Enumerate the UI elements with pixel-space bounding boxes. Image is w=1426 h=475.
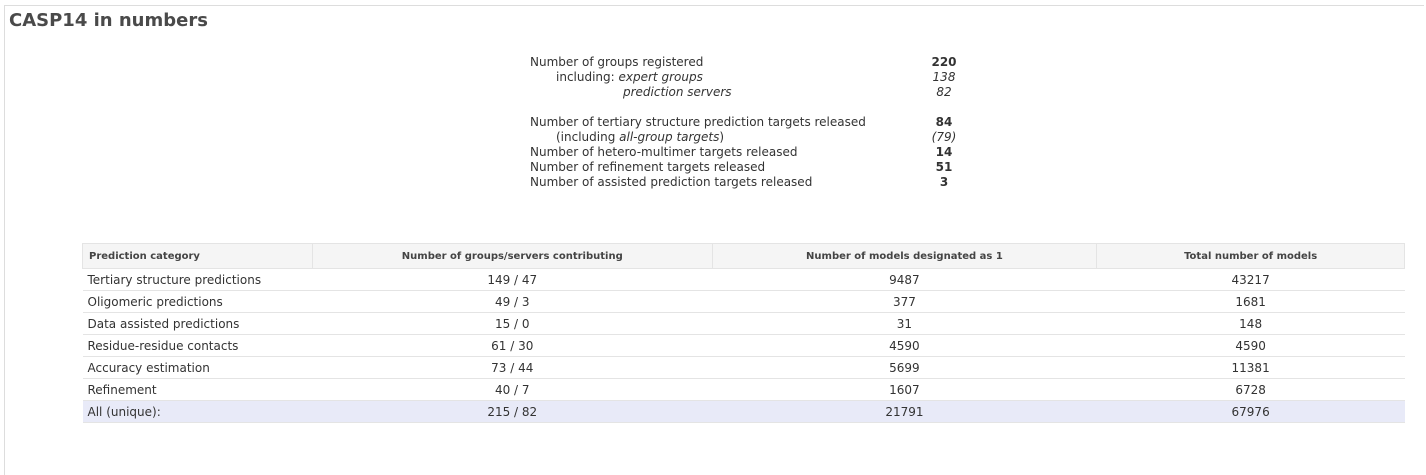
total-models-cell: 11381 <box>1096 356 1405 379</box>
total-models-cell: 67976 <box>1096 400 1405 423</box>
models-designated-cell: 21791 <box>712 400 1097 423</box>
stat-value: 14 <box>935 145 953 159</box>
stat-label: Number of hetero-multimer targets releas… <box>530 145 798 159</box>
total-models-cell: 4590 <box>1096 334 1405 357</box>
stat-label: Number of groups registered <box>530 55 704 69</box>
table-row: Accuracy estimation 73 / 44 5699 11381 <box>82 356 1405 379</box>
groups-servers-cell: 15 / 0 <box>312 312 713 335</box>
content-frame <box>4 5 1424 475</box>
stat-label-prefix: (including <box>556 130 620 144</box>
category-cell: Tertiary structure predictions <box>82 268 313 291</box>
stat-value: (79) <box>931 130 957 144</box>
stat-value: 220 <box>931 55 957 69</box>
table-row: Oligomeric predictions 49 / 3 377 1681 <box>82 290 1405 313</box>
category-cell: Accuracy estimation <box>82 356 313 379</box>
total-models-cell: 148 <box>1096 312 1405 335</box>
total-models-cell: 1681 <box>1096 290 1405 313</box>
column-header-groups-servers: Number of groups/servers contributing <box>311 243 713 269</box>
stat-value: 3 <box>939 175 949 189</box>
category-cell: Data assisted predictions <box>82 312 313 335</box>
stat-label: Number of refinement targets released <box>530 160 766 174</box>
stat-label-suffix: ) <box>719 130 725 144</box>
stat-label: all-group targets <box>619 130 720 144</box>
models-designated-cell: 377 <box>712 290 1097 313</box>
groups-servers-cell: 40 / 7 <box>312 378 713 401</box>
models-designated-cell: 4590 <box>712 334 1097 357</box>
table-row: Tertiary structure predictions 149 / 47 … <box>82 268 1405 291</box>
groups-servers-cell: 149 / 47 <box>312 268 713 291</box>
category-cell: Oligomeric predictions <box>82 290 313 313</box>
column-header-total-models: Total number of models <box>1096 243 1405 269</box>
table-row: Residue-residue contacts 61 / 30 4590 45… <box>82 334 1405 357</box>
stat-value: 82 <box>936 85 952 99</box>
total-models-cell: 6728 <box>1096 378 1405 401</box>
table-row: Data assisted predictions 15 / 0 31 148 <box>82 312 1405 335</box>
models-designated-cell: 5699 <box>712 356 1097 379</box>
models-designated-cell: 31 <box>712 312 1097 335</box>
column-header-category: Prediction category <box>82 243 313 269</box>
groups-servers-cell: 49 / 3 <box>312 290 713 313</box>
category-cell: All (unique): <box>82 400 313 423</box>
column-header-models-designated-1: Number of models designated as 1 <box>711 243 1098 269</box>
category-cell: Residue-residue contacts <box>82 334 313 357</box>
stat-value: 138 <box>932 70 956 84</box>
models-designated-cell: 1607 <box>712 378 1097 401</box>
groups-servers-cell: 73 / 44 <box>312 356 713 379</box>
stat-label-prefix: including: <box>556 70 619 84</box>
table-header-row: Prediction category Number of groups/ser… <box>82 243 1405 269</box>
stat-label: Number of assisted prediction targets re… <box>530 175 813 189</box>
total-models-cell: 43217 <box>1096 268 1405 291</box>
stat-label: expert groups <box>618 70 703 84</box>
stat-label: Number of tertiary structure prediction … <box>530 115 866 129</box>
category-cell: Refinement <box>82 378 313 401</box>
page-title: CASP14 in numbers <box>9 10 208 31</box>
table-total-row: All (unique): 215 / 82 21791 67976 <box>82 400 1405 423</box>
stat-label: prediction servers <box>623 85 732 99</box>
groups-servers-cell: 61 / 30 <box>312 334 713 357</box>
stat-value: 84 <box>935 115 953 129</box>
models-designated-cell: 9487 <box>712 268 1097 291</box>
groups-servers-cell: 215 / 82 <box>312 400 713 423</box>
stat-value: 51 <box>935 160 953 174</box>
prediction-category-table: Prediction category Number of groups/ser… <box>82 243 1405 423</box>
table-row: Refinement 40 / 7 1607 6728 <box>82 378 1405 401</box>
